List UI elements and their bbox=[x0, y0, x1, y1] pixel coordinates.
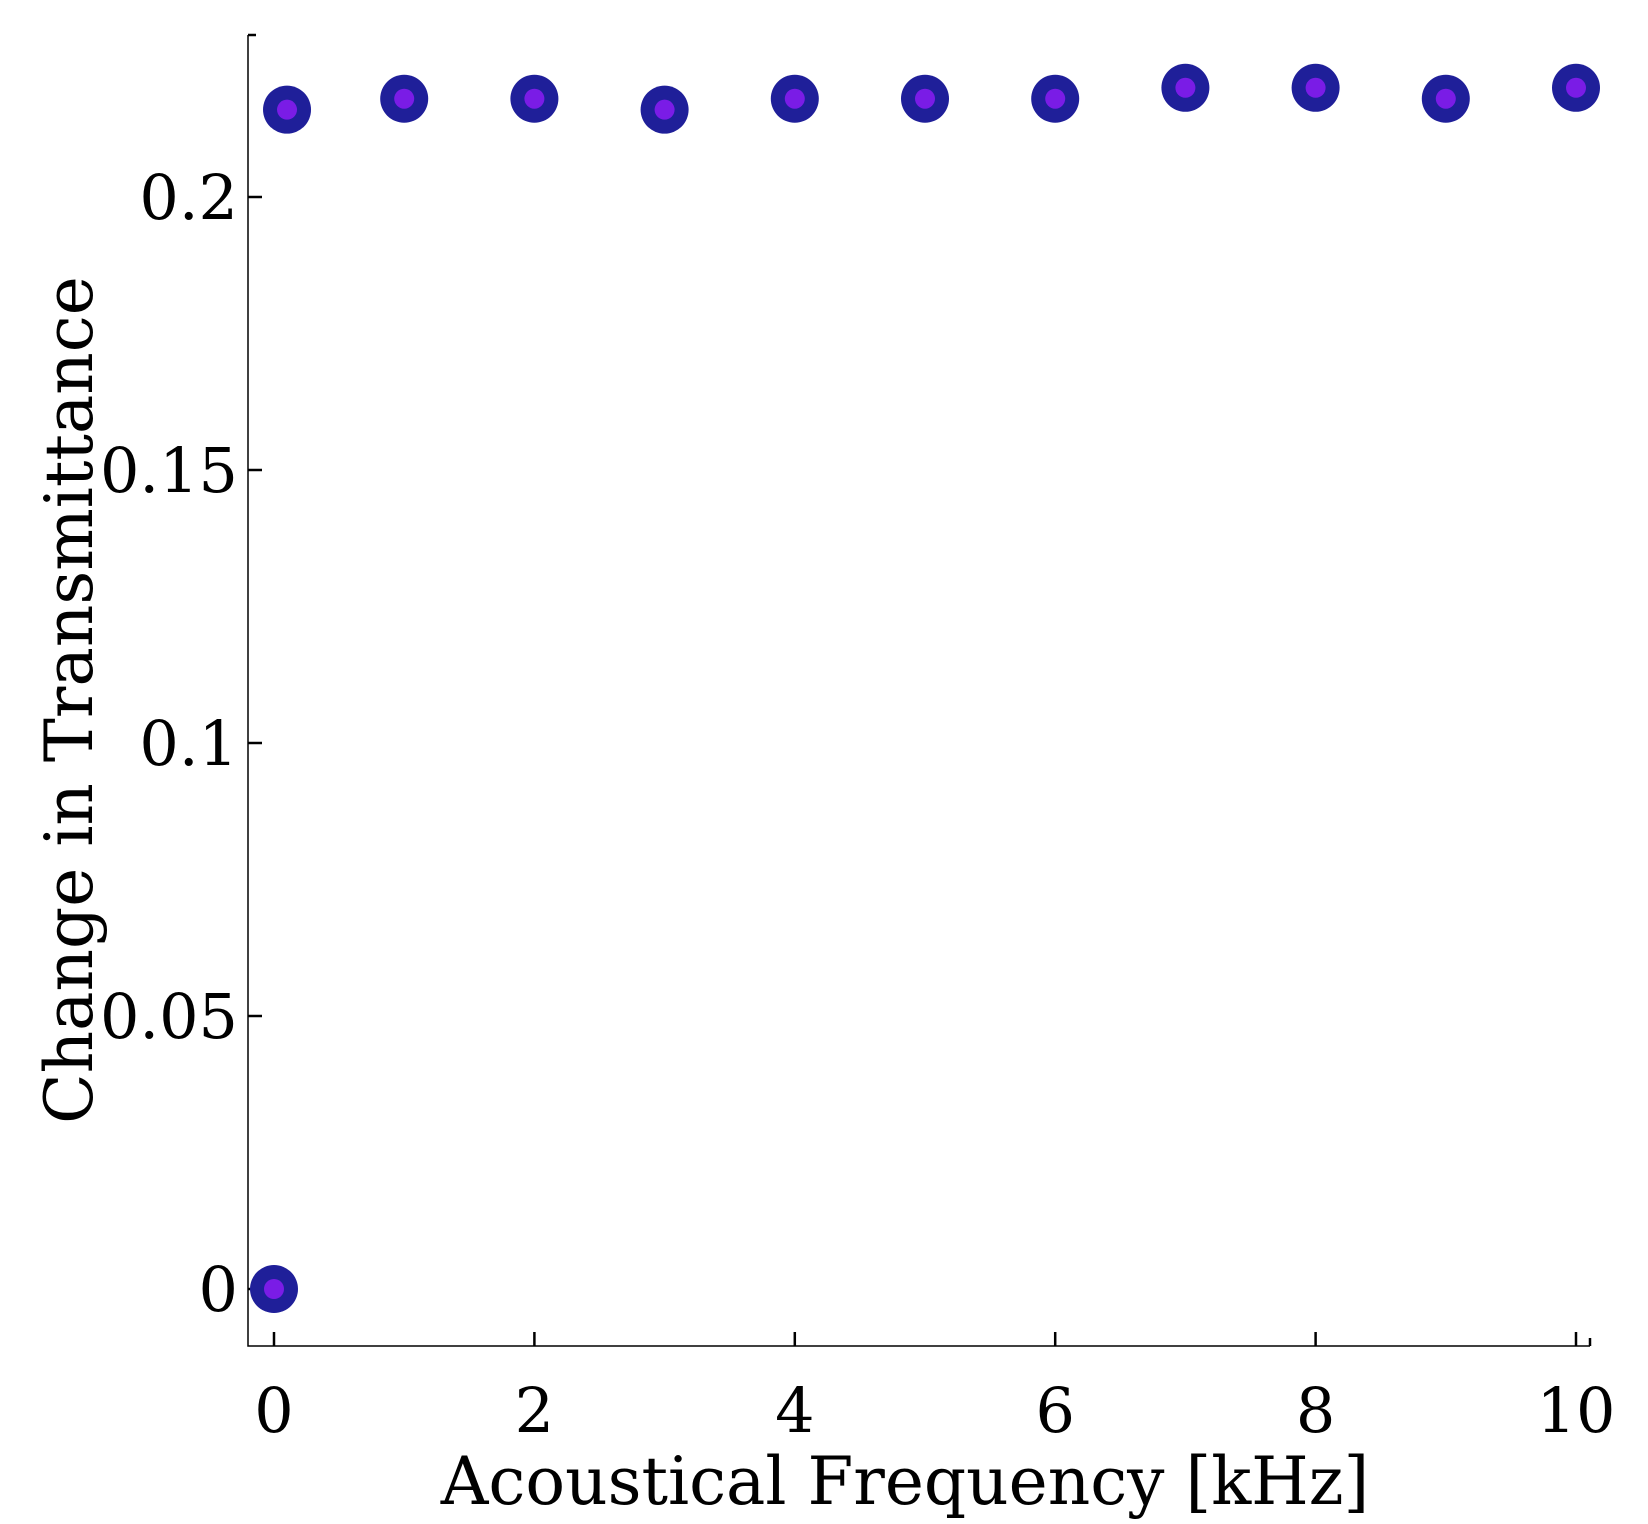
data-point-inner bbox=[1175, 77, 1196, 98]
data-point-inner bbox=[264, 1279, 284, 1299]
axes bbox=[247, 33, 1592, 1347]
data-point-inner bbox=[1045, 88, 1066, 109]
x-tick-label: 6 bbox=[1035, 1374, 1074, 1447]
data-point bbox=[250, 1265, 298, 1313]
data-point bbox=[1421, 74, 1470, 123]
x-tick-label: 0 bbox=[254, 1374, 293, 1447]
data-point bbox=[263, 85, 312, 134]
data-point bbox=[640, 85, 689, 134]
data-point bbox=[1552, 63, 1600, 112]
data-point bbox=[380, 74, 429, 123]
data-point-inner bbox=[524, 88, 545, 109]
data-point-inner bbox=[1435, 88, 1456, 109]
data-point bbox=[1291, 63, 1340, 112]
data-points bbox=[250, 63, 1600, 1313]
data-point-inner bbox=[784, 88, 805, 109]
data-point bbox=[510, 74, 559, 123]
data-point bbox=[1031, 74, 1080, 123]
x-axis-title: Acoustical Frequency [kHz] bbox=[440, 1443, 1370, 1520]
y-tick-label: 0 bbox=[199, 1253, 238, 1326]
data-point-inner bbox=[394, 88, 415, 109]
x-tick-label: 8 bbox=[1296, 1374, 1335, 1447]
y-tick-label: 0.05 bbox=[100, 980, 238, 1053]
data-point-inner bbox=[277, 99, 298, 120]
tick-labels: 0 2 4 6 8 10 0 0.05 0.1 0.15 0.2 bbox=[100, 161, 1616, 1447]
x-tick-label: 4 bbox=[775, 1374, 814, 1447]
x-tick-label: 2 bbox=[515, 1374, 554, 1447]
axis-lines bbox=[247, 35, 1590, 1347]
data-point bbox=[770, 74, 819, 123]
ticks bbox=[248, 195, 1578, 1346]
data-point bbox=[901, 74, 949, 123]
y-tick-label: 0.2 bbox=[139, 161, 238, 234]
data-point-inner bbox=[654, 99, 675, 120]
y-axis-title: Change in Transmittance bbox=[31, 276, 108, 1124]
data-point-inner bbox=[1566, 77, 1586, 98]
x-tick-label: 10 bbox=[1537, 1374, 1616, 1447]
data-point-inner bbox=[1305, 77, 1326, 98]
y-tick-label: 0.1 bbox=[139, 707, 238, 780]
y-tick-label: 0.15 bbox=[100, 434, 238, 507]
data-point-inner bbox=[915, 88, 935, 109]
data-point bbox=[1161, 63, 1210, 112]
